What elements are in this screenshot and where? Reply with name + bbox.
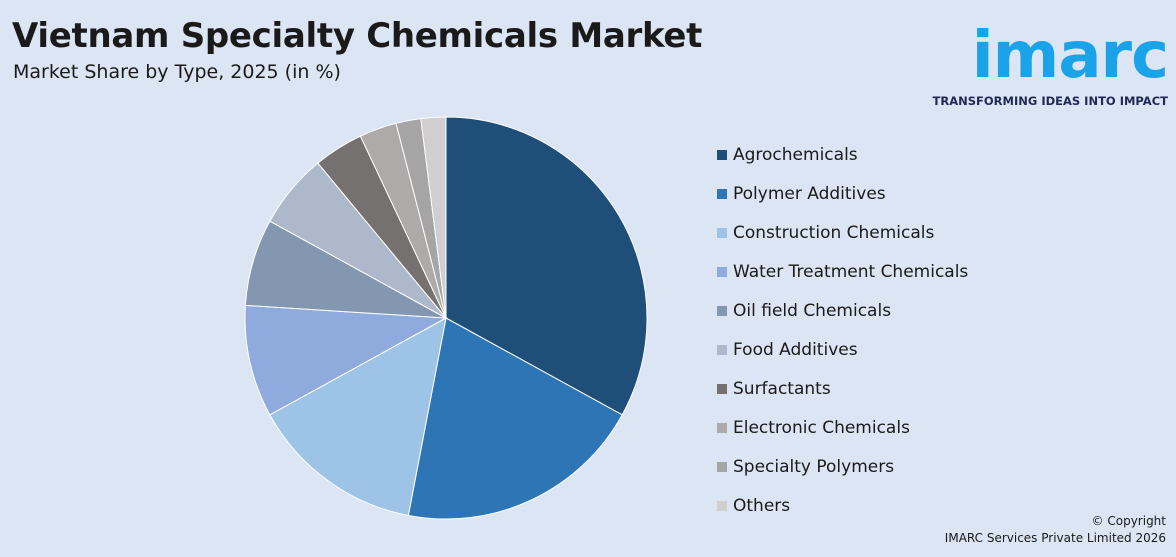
legend-swatch xyxy=(717,500,727,511)
chart-subtitle: Market Share by Type, 2025 (in %) xyxy=(13,61,341,83)
logo-tagline: TRANSFORMING IDEAS INTO IMPACT xyxy=(932,94,1168,108)
legend-item: Water Treatment Chemicals xyxy=(717,252,968,291)
chart-legend: Agrochemicals Polymer Additives Constructi… xyxy=(717,135,968,525)
copyright-notice: © Copyright IMARC Services Private Limit… xyxy=(945,513,1166,547)
legend-label: Water Treatment Chemicals xyxy=(733,261,969,282)
legend-item: Electronic Chemicals xyxy=(717,408,968,447)
legend-label: Oil field Chemicals xyxy=(733,300,892,321)
legend-label: Polymer Additives xyxy=(733,183,886,204)
legend-label: Food Additives xyxy=(733,339,858,360)
legend-swatch xyxy=(717,305,727,316)
chart-title: Vietnam Specialty Chemicals Market xyxy=(12,16,703,56)
pie-slice-polymer-additives xyxy=(407,317,623,520)
legend-swatch xyxy=(717,461,727,472)
legend-swatch xyxy=(717,422,727,433)
legend-swatch xyxy=(717,383,727,394)
legend-label: Surfactants xyxy=(733,378,831,399)
legend-swatch xyxy=(717,149,727,160)
copyright-line-2: IMARC Services Private Limited 2026 xyxy=(944,531,1166,545)
legend-label: Agrochemicals xyxy=(733,144,858,165)
legend-label: Electronic Chemicals xyxy=(733,417,910,438)
legend-label: Construction Chemicals xyxy=(733,222,935,243)
pie-slice-agrochemicals xyxy=(445,116,648,416)
legend-item: Food Additives xyxy=(717,330,968,369)
legend-item: Surfactants xyxy=(717,369,968,408)
pie-chart xyxy=(244,116,648,520)
logo-wordmark: imarc xyxy=(971,19,1169,93)
legend-label: Specialty Polymers xyxy=(733,456,895,477)
legend-item: Agrochemicals xyxy=(717,135,968,174)
imarc-logo: imarc TRANSFORMING IDEAS INTO IMPACT xyxy=(933,12,1169,108)
legend-swatch xyxy=(717,266,727,277)
pie-slice-construction-chemicals xyxy=(269,317,447,517)
pie-slice-others xyxy=(420,116,447,319)
legend-label: Others xyxy=(733,495,791,516)
legend-item: Others xyxy=(717,486,968,525)
legend-item: Polymer Additives xyxy=(717,174,968,213)
legend-swatch xyxy=(717,344,727,355)
legend-swatch xyxy=(717,188,727,199)
pie-slice-water-treatment-chemicals xyxy=(244,304,448,416)
legend-item: Specialty Polymers xyxy=(717,447,968,486)
legend-swatch xyxy=(717,227,727,238)
legend-item: Oil field Chemicals xyxy=(717,291,968,330)
copyright-line-1: © Copyright xyxy=(1091,514,1166,528)
legend-item: Construction Chemicals xyxy=(717,213,968,252)
